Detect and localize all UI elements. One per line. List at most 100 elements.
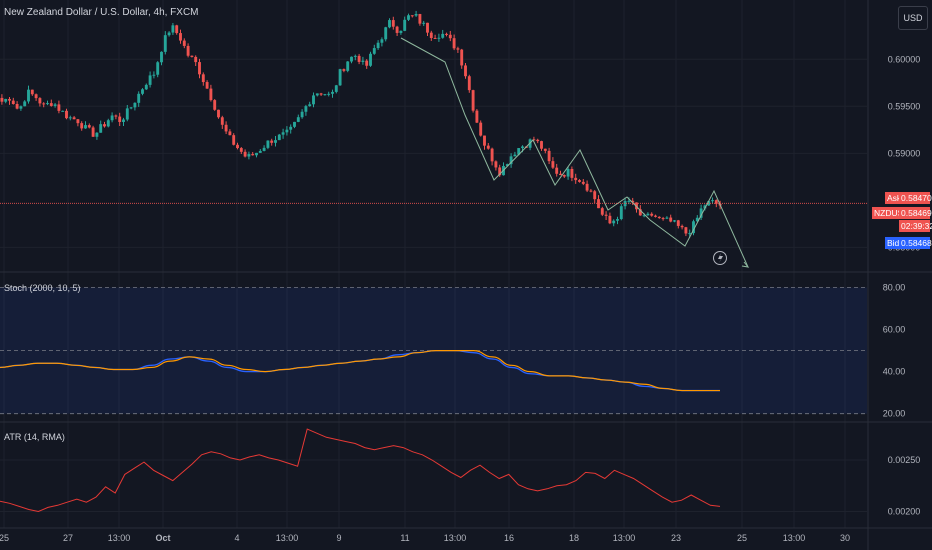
candle[interactable] bbox=[376, 40, 380, 50]
candle[interactable] bbox=[220, 115, 224, 129]
candle[interactable] bbox=[323, 93, 327, 96]
stoch-d-line[interactable] bbox=[0, 350, 720, 392]
candle[interactable] bbox=[236, 142, 239, 150]
candle[interactable] bbox=[589, 188, 593, 193]
candle[interactable] bbox=[319, 92, 323, 96]
candle[interactable] bbox=[357, 53, 361, 65]
candle[interactable] bbox=[239, 147, 243, 155]
candle[interactable] bbox=[0, 94, 4, 105]
candle[interactable] bbox=[110, 112, 114, 123]
candle[interactable] bbox=[479, 120, 483, 137]
candle[interactable] bbox=[452, 34, 456, 51]
candle[interactable] bbox=[129, 106, 133, 110]
candle[interactable] bbox=[11, 97, 15, 105]
zigzag-drawing[interactable] bbox=[400, 37, 749, 268]
candle[interactable] bbox=[224, 121, 228, 135]
candle[interactable] bbox=[395, 25, 399, 37]
candle[interactable] bbox=[673, 220, 676, 223]
candle[interactable] bbox=[179, 29, 182, 44]
candle[interactable] bbox=[437, 33, 441, 42]
candle[interactable] bbox=[266, 140, 270, 150]
candle[interactable] bbox=[570, 166, 574, 182]
candle[interactable] bbox=[494, 160, 498, 171]
candle[interactable] bbox=[369, 51, 372, 67]
candle[interactable] bbox=[251, 152, 255, 156]
candle[interactable] bbox=[338, 68, 342, 86]
candle[interactable] bbox=[467, 74, 471, 93]
candle[interactable] bbox=[4, 98, 8, 104]
candle[interactable] bbox=[163, 31, 167, 55]
candle[interactable] bbox=[418, 13, 422, 26]
candle[interactable] bbox=[186, 43, 190, 58]
candle[interactable] bbox=[414, 10, 418, 17]
candle[interactable] bbox=[258, 149, 262, 153]
candle[interactable] bbox=[471, 89, 475, 113]
candle[interactable] bbox=[304, 104, 308, 116]
candle[interactable] bbox=[61, 110, 65, 112]
candle[interactable] bbox=[205, 80, 209, 89]
candle[interactable] bbox=[600, 206, 604, 217]
candle[interactable] bbox=[604, 211, 608, 221]
candle[interactable] bbox=[122, 117, 125, 127]
candle[interactable] bbox=[403, 16, 407, 32]
candle[interactable] bbox=[441, 29, 445, 39]
candle[interactable] bbox=[327, 91, 331, 97]
candle[interactable] bbox=[99, 120, 103, 133]
candle[interactable] bbox=[201, 72, 205, 86]
currency-button[interactable]: USD bbox=[898, 6, 928, 30]
candle[interactable] bbox=[657, 216, 661, 219]
candle[interactable] bbox=[566, 166, 570, 180]
candle[interactable] bbox=[593, 189, 597, 204]
candle[interactable] bbox=[410, 15, 414, 18]
candle[interactable] bbox=[399, 30, 403, 35]
candle[interactable] bbox=[429, 30, 433, 41]
candle[interactable] bbox=[106, 118, 110, 128]
candle[interactable] bbox=[475, 109, 479, 124]
candle[interactable] bbox=[308, 101, 312, 107]
candle[interactable] bbox=[84, 121, 87, 129]
candle[interactable] bbox=[34, 93, 38, 101]
candle[interactable] bbox=[289, 124, 293, 134]
candle[interactable] bbox=[619, 203, 623, 221]
candle[interactable] bbox=[384, 26, 388, 42]
candle[interactable] bbox=[23, 100, 27, 107]
candle[interactable] bbox=[547, 147, 551, 165]
candle[interactable] bbox=[342, 68, 346, 73]
candle[interactable] bbox=[699, 204, 703, 221]
candle[interactable] bbox=[486, 143, 490, 150]
candle[interactable] bbox=[559, 170, 562, 176]
candle[interactable] bbox=[650, 212, 654, 217]
candle[interactable] bbox=[156, 61, 160, 78]
candle[interactable] bbox=[353, 54, 357, 61]
candle[interactable] bbox=[380, 37, 384, 47]
candle[interactable] bbox=[8, 96, 11, 105]
candle[interactable] bbox=[285, 126, 289, 136]
candle[interactable] bbox=[578, 179, 581, 183]
candle[interactable] bbox=[346, 61, 350, 73]
candle[interactable] bbox=[15, 101, 19, 110]
candle[interactable] bbox=[175, 24, 179, 35]
candle[interactable] bbox=[581, 179, 585, 186]
candle[interactable] bbox=[608, 212, 612, 225]
candle[interactable] bbox=[684, 226, 688, 237]
candle[interactable] bbox=[612, 219, 616, 227]
candle[interactable] bbox=[228, 129, 232, 136]
candle[interactable] bbox=[623, 197, 627, 210]
candle[interactable] bbox=[372, 44, 376, 55]
candle[interactable] bbox=[247, 151, 251, 160]
candle[interactable] bbox=[103, 121, 106, 128]
candle[interactable] bbox=[133, 102, 137, 111]
candle[interactable] bbox=[255, 152, 258, 158]
candle[interactable] bbox=[293, 121, 296, 129]
candle[interactable] bbox=[574, 173, 578, 184]
candle[interactable] bbox=[509, 153, 513, 168]
candle[interactable] bbox=[483, 135, 486, 150]
candle[interactable] bbox=[42, 102, 46, 108]
candle[interactable] bbox=[262, 145, 266, 152]
candle[interactable] bbox=[171, 22, 175, 35]
stoch-pane[interactable] bbox=[0, 287, 867, 415]
candle[interactable] bbox=[669, 214, 673, 223]
candle[interactable] bbox=[536, 138, 540, 144]
candle[interactable] bbox=[118, 112, 122, 127]
